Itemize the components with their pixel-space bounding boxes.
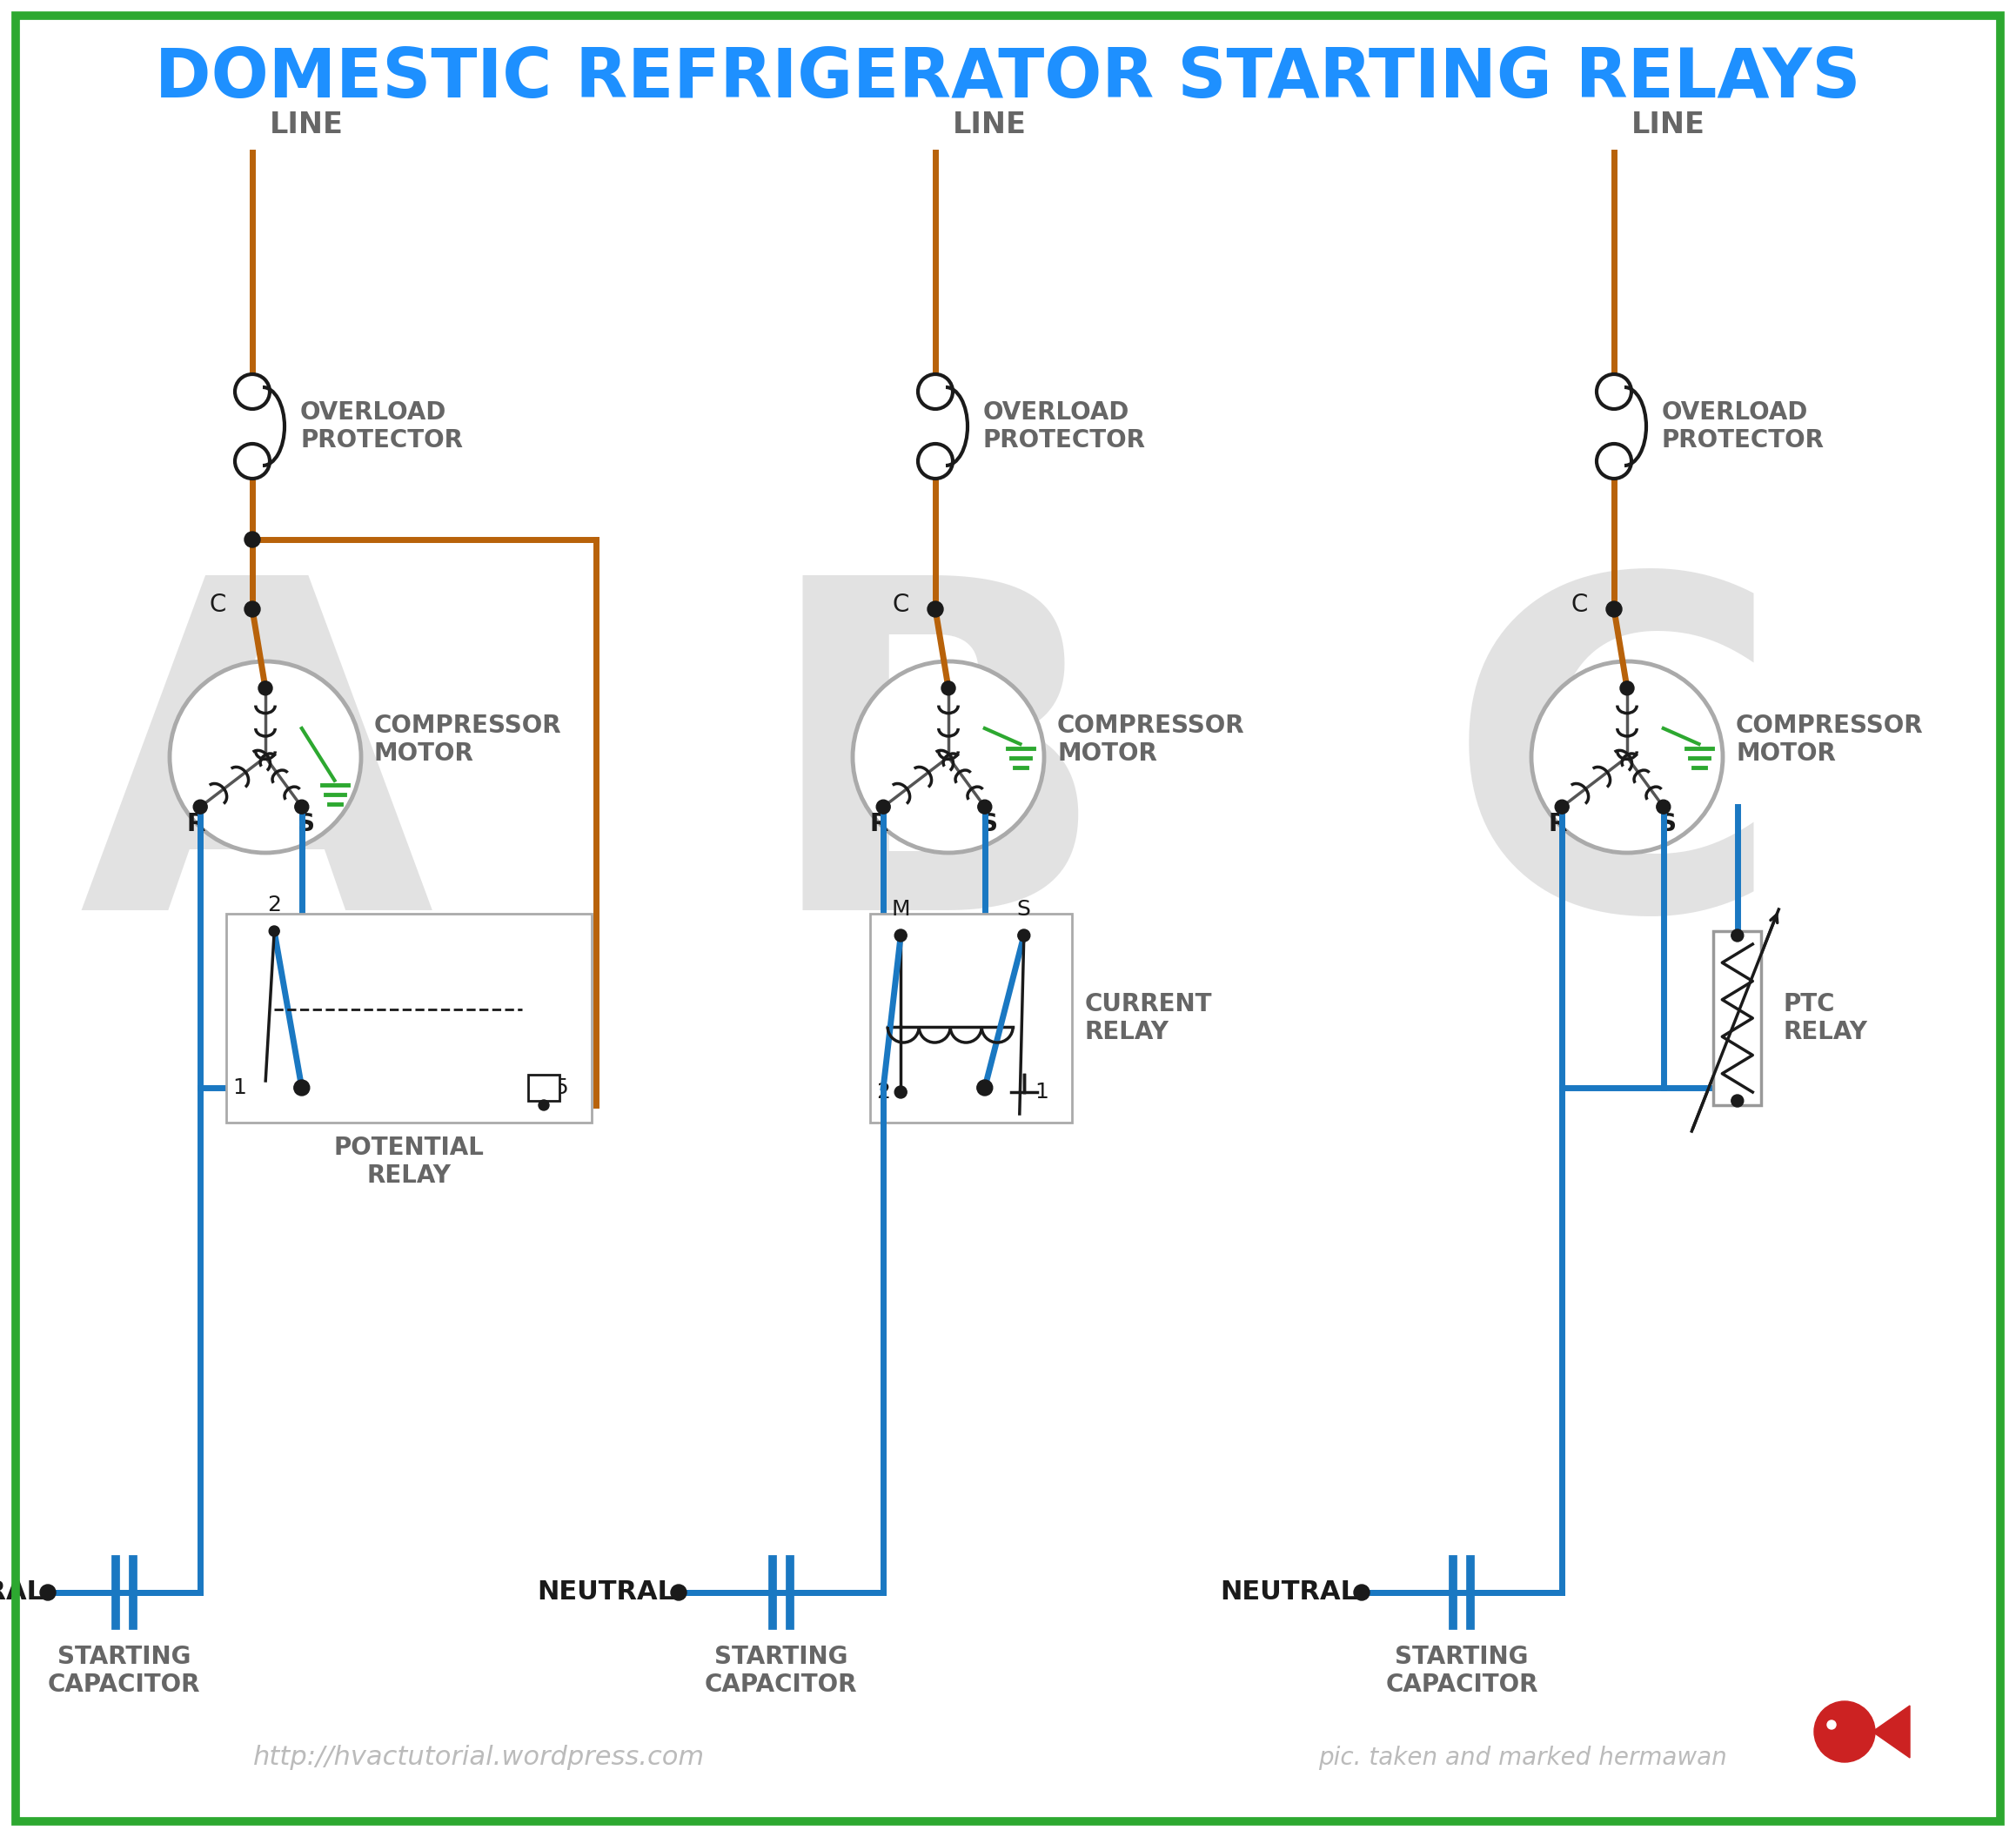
Circle shape	[978, 799, 992, 814]
Text: COMPRESSOR
MOTOR: COMPRESSOR MOTOR	[1736, 713, 1923, 766]
Circle shape	[1018, 930, 1030, 942]
Circle shape	[927, 601, 943, 617]
Circle shape	[1732, 1095, 1744, 1108]
Circle shape	[941, 682, 956, 694]
Circle shape	[917, 375, 954, 410]
Text: 1: 1	[1034, 1082, 1048, 1102]
Circle shape	[294, 799, 308, 814]
Circle shape	[1597, 445, 1631, 479]
Circle shape	[40, 1585, 56, 1600]
Text: COMPRESSOR
MOTOR: COMPRESSOR MOTOR	[1056, 713, 1244, 766]
Text: PTC
RELAY: PTC RELAY	[1782, 992, 1867, 1045]
Circle shape	[538, 1100, 548, 1110]
Text: A: A	[79, 560, 433, 1007]
Text: C: C	[1445, 560, 1782, 1007]
Circle shape	[258, 682, 272, 694]
Circle shape	[1355, 1585, 1369, 1600]
Circle shape	[169, 661, 361, 852]
Circle shape	[1657, 799, 1671, 814]
Text: STARTING
CAPACITOR: STARTING CAPACITOR	[706, 1644, 857, 1697]
Text: LINE: LINE	[1631, 110, 1706, 140]
Text: S: S	[980, 812, 998, 836]
Text: http://hvactutorial.wordpress.com: http://hvactutorial.wordpress.com	[252, 1745, 704, 1771]
Circle shape	[244, 601, 260, 617]
Text: 2: 2	[877, 1082, 891, 1102]
Text: LINE: LINE	[954, 110, 1026, 140]
Text: OVERLOAD
PROTECTOR: OVERLOAD PROTECTOR	[300, 400, 464, 452]
Text: pic. taken and marked hermawan: pic. taken and marked hermawan	[1318, 1745, 1728, 1771]
Circle shape	[236, 445, 270, 479]
Text: M: M	[891, 898, 909, 920]
Bar	[528, 1075, 560, 1100]
Circle shape	[1554, 799, 1568, 814]
Circle shape	[671, 1585, 687, 1600]
Circle shape	[1607, 601, 1621, 617]
Circle shape	[1826, 1721, 1837, 1729]
Circle shape	[877, 799, 891, 814]
Circle shape	[978, 1080, 992, 1095]
Text: C: C	[893, 593, 909, 617]
Text: LINE: LINE	[270, 110, 343, 140]
Text: S: S	[1659, 812, 1677, 836]
Text: NEUTRAL: NEUTRAL	[0, 1580, 44, 1606]
Text: R: R	[869, 812, 889, 836]
Circle shape	[194, 799, 208, 814]
Circle shape	[1597, 375, 1631, 410]
Text: S: S	[1016, 898, 1030, 920]
Bar	[226, 913, 591, 1122]
Circle shape	[895, 930, 907, 942]
Text: POTENTIAL
RELAY: POTENTIAL RELAY	[335, 1135, 484, 1189]
Circle shape	[895, 1086, 907, 1099]
Text: C: C	[1570, 593, 1589, 617]
Text: 1: 1	[232, 1076, 246, 1099]
Circle shape	[853, 661, 1044, 852]
Text: R: R	[1548, 812, 1566, 836]
Text: R: R	[187, 812, 206, 836]
Text: STARTING
CAPACITOR: STARTING CAPACITOR	[48, 1644, 200, 1697]
Circle shape	[244, 531, 260, 547]
Bar	[871, 913, 1073, 1122]
Text: COMPRESSOR
MOTOR: COMPRESSOR MOTOR	[375, 713, 562, 766]
Circle shape	[268, 926, 280, 937]
Circle shape	[1532, 661, 1724, 852]
Circle shape	[1814, 1701, 1875, 1762]
Text: 5: 5	[554, 1076, 569, 1099]
Bar	[1714, 931, 1762, 1106]
Text: OVERLOAD
PROTECTOR: OVERLOAD PROTECTOR	[1661, 400, 1824, 452]
Text: STARTING
CAPACITOR: STARTING CAPACITOR	[1385, 1644, 1538, 1697]
Circle shape	[917, 445, 954, 479]
Text: DOMESTIC REFRIGERATOR STARTING RELAYS: DOMESTIC REFRIGERATOR STARTING RELAYS	[155, 46, 1861, 112]
Circle shape	[294, 1080, 310, 1095]
Text: 2: 2	[268, 895, 280, 915]
Circle shape	[1732, 930, 1744, 942]
Text: C: C	[210, 593, 226, 617]
Text: B: B	[760, 560, 1111, 1007]
Text: NEUTRAL: NEUTRAL	[1220, 1580, 1357, 1606]
Text: NEUTRAL: NEUTRAL	[536, 1580, 673, 1606]
Circle shape	[1621, 682, 1635, 694]
Text: S: S	[298, 812, 314, 836]
Text: CURRENT
RELAY: CURRENT RELAY	[1085, 992, 1212, 1045]
Text: OVERLOAD
PROTECTOR: OVERLOAD PROTECTOR	[984, 400, 1145, 452]
Polygon shape	[1873, 1705, 1909, 1758]
Circle shape	[236, 375, 270, 410]
